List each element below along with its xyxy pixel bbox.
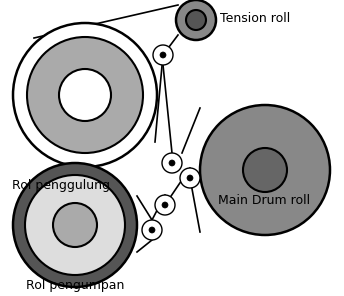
Text: Tension roll: Tension roll <box>220 12 290 25</box>
Circle shape <box>162 153 182 173</box>
Text: Rol pengumpan: Rol pengumpan <box>26 279 124 292</box>
Circle shape <box>142 220 162 240</box>
Circle shape <box>243 148 287 192</box>
Circle shape <box>186 10 206 30</box>
Circle shape <box>176 0 216 40</box>
Circle shape <box>180 168 200 188</box>
Circle shape <box>13 23 157 167</box>
Circle shape <box>27 37 143 153</box>
Circle shape <box>59 69 111 121</box>
Circle shape <box>200 105 330 235</box>
Circle shape <box>169 160 175 166</box>
Circle shape <box>153 45 173 65</box>
Circle shape <box>160 52 166 58</box>
Circle shape <box>25 175 125 275</box>
Circle shape <box>149 227 155 233</box>
Text: Main Drum roll: Main Drum roll <box>218 194 310 207</box>
Text: Rol penggulung: Rol penggulung <box>12 178 110 192</box>
Circle shape <box>13 163 137 287</box>
Circle shape <box>162 202 168 208</box>
Circle shape <box>53 203 97 247</box>
Circle shape <box>155 195 175 215</box>
Circle shape <box>187 175 193 181</box>
